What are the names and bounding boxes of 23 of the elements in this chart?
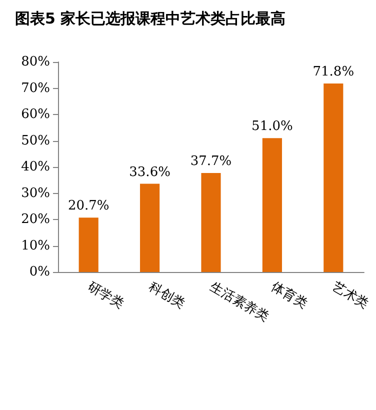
chart-title: 图表5 家长已选报课程中艺术类占比最高 <box>15 10 286 28</box>
y-tick-label: 50% <box>21 133 50 148</box>
y-tick-label: 20% <box>21 212 50 227</box>
data-label: 20.7% <box>68 198 110 214</box>
y-tick-label: 60% <box>21 107 50 122</box>
bar <box>262 138 282 272</box>
bar <box>324 84 344 272</box>
bar <box>201 173 221 272</box>
y-tick-label: 70% <box>21 80 50 96</box>
y-tick-label: 40% <box>21 160 50 174</box>
data-label: 33.6% <box>129 164 170 180</box>
x-tick-label: 艺术类 <box>330 280 371 312</box>
y-tick-label: 10% <box>21 238 50 254</box>
y-tick-label: 80% <box>21 54 50 70</box>
data-label: 37.7% <box>190 154 232 170</box>
data-label: 71.8% <box>312 64 354 80</box>
x-tick-label: 科创类 <box>146 280 188 312</box>
bar <box>140 184 160 272</box>
data-label: 51.0% <box>252 119 293 134</box>
y-tick-label: 30% <box>21 186 50 201</box>
x-tick-label: 研学类 <box>84 280 126 312</box>
bar <box>78 218 98 272</box>
y-tick-label: 0% <box>29 264 50 280</box>
